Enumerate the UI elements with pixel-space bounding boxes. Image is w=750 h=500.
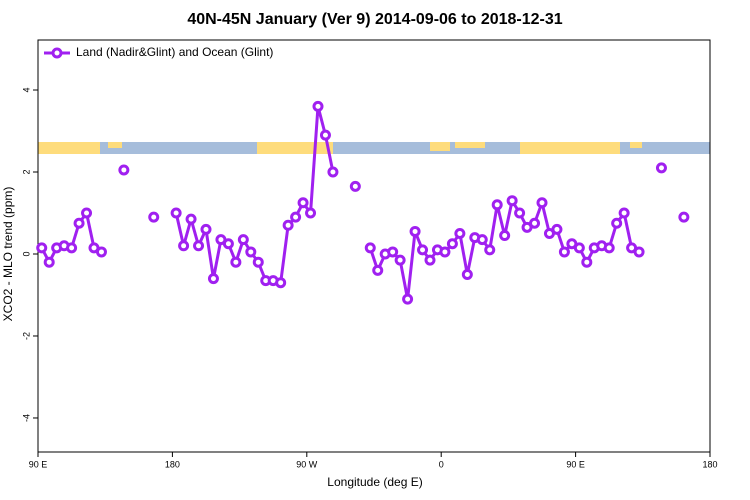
data-point xyxy=(252,256,264,268)
legend: Land (Nadir&Glint) and Ocean (Glint) xyxy=(44,45,273,59)
y-tick-label: 2 xyxy=(21,169,31,174)
land-mask-strip xyxy=(38,142,710,154)
data-point xyxy=(506,195,518,207)
data-point xyxy=(387,246,399,258)
x-tick-label: 180 xyxy=(702,459,717,469)
data-point xyxy=(491,199,503,211)
data-point xyxy=(43,256,55,268)
data-point xyxy=(81,207,93,219)
data-point xyxy=(230,256,242,268)
data-point xyxy=(282,219,294,231)
data-point xyxy=(536,197,548,209)
data-point xyxy=(222,238,234,250)
data-point xyxy=(200,223,212,235)
chart-title: 40N-45N January (Ver 9) 2014-09-06 to 20… xyxy=(187,11,562,28)
x-tick-label: 90 W xyxy=(296,459,318,469)
data-point xyxy=(275,277,287,289)
data-point xyxy=(603,242,615,254)
data-point xyxy=(476,234,488,246)
data-point xyxy=(193,240,205,252)
x-tick-label: 90 E xyxy=(566,459,585,469)
data-point xyxy=(655,162,667,174)
data-point xyxy=(290,211,302,223)
data-point xyxy=(327,166,339,178)
data-point xyxy=(417,244,429,256)
data-point xyxy=(611,217,623,229)
data-point xyxy=(305,207,317,219)
legend-label: Land (Nadir&Glint) and Ocean (Glint) xyxy=(76,45,273,59)
data-point xyxy=(118,164,130,176)
data-point xyxy=(207,273,219,285)
data-point xyxy=(551,223,563,235)
data-point xyxy=(618,207,630,219)
data-point xyxy=(178,240,190,252)
data-point xyxy=(484,244,496,256)
y-axis-label: XCO2 - MLO trend (ppm) xyxy=(1,187,15,322)
series-line xyxy=(174,106,335,285)
data-point xyxy=(95,246,107,258)
data-point xyxy=(297,197,309,209)
data-point xyxy=(319,129,331,141)
data-point xyxy=(245,246,257,258)
data-point xyxy=(237,234,249,246)
data-point xyxy=(529,217,541,229)
data-point xyxy=(499,230,511,242)
data-point xyxy=(678,211,690,223)
data-point xyxy=(349,180,361,192)
y-tick-label: -4 xyxy=(21,414,31,422)
data-point xyxy=(558,246,570,258)
y-tick-label: 4 xyxy=(21,88,31,93)
data-point xyxy=(439,246,451,258)
x-tick-label: 180 xyxy=(165,459,180,469)
data-point xyxy=(446,238,458,250)
data-point xyxy=(148,211,160,223)
data-point xyxy=(514,207,526,219)
data-point xyxy=(73,217,85,229)
data-point xyxy=(409,225,421,237)
data-point xyxy=(454,227,466,239)
data-point xyxy=(394,254,406,266)
data-point xyxy=(461,268,473,280)
x-axis-label: Longitude (deg E) xyxy=(327,475,422,489)
data-point xyxy=(581,256,593,268)
data-point xyxy=(312,100,324,112)
data-point xyxy=(573,242,585,254)
data-point xyxy=(364,242,376,254)
data-point xyxy=(424,254,436,266)
data-point xyxy=(170,207,182,219)
data-point xyxy=(633,246,645,258)
data-point xyxy=(185,213,197,225)
series-line xyxy=(40,209,103,266)
data-point xyxy=(36,242,48,254)
y-tick-label: 0 xyxy=(21,251,31,256)
x-tick-label: 0 xyxy=(439,459,444,469)
x-tick-label: 90 E xyxy=(29,459,48,469)
data-point xyxy=(402,293,414,305)
data-point xyxy=(66,242,78,254)
data-point xyxy=(372,264,384,276)
y-tick-label: -2 xyxy=(21,332,31,340)
